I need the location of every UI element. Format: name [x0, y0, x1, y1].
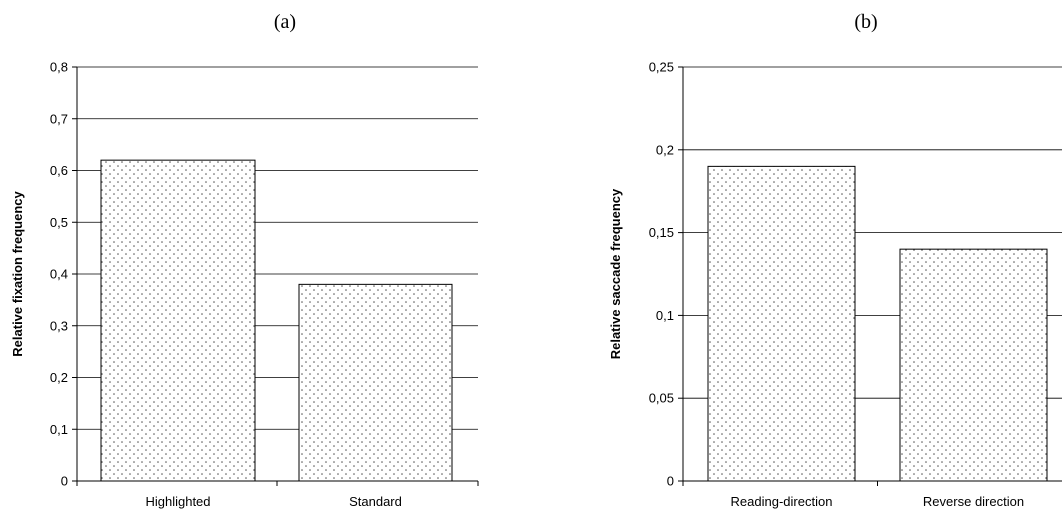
y-tick-label: 0,5 — [50, 215, 68, 230]
y-axis-label: Relative saccade frequency — [608, 188, 623, 359]
y-tick-label: 0,05 — [649, 391, 674, 406]
y-tick-label: 0,3 — [50, 318, 68, 333]
y-tick-label: 0,6 — [50, 163, 68, 178]
y-tick-label: 0,1 — [656, 308, 674, 323]
y-tick-label: 0,15 — [649, 225, 674, 240]
y-tick-label: 0,8 — [50, 60, 68, 75]
charts-container: (a) 0 0,1 0,2 0,3 0,4 0,5 0,6 0,7 0,8 Highlighted S… — [10, 11, 1062, 509]
y-tick-label: 0,7 — [50, 111, 68, 126]
panel-label: (a) — [274, 11, 296, 33]
y-tick-label: 0,25 — [649, 60, 674, 75]
chart-panel-b: (b) 0 0,05 0,1 0,15 0,2 0,25 Reading-direction R… — [608, 11, 1062, 509]
x-category-label: Standard — [349, 494, 402, 509]
bar-standard — [298, 283, 453, 482]
bar-reverse-direction — [899, 248, 1048, 482]
panel-label: (b) — [854, 11, 877, 33]
x-category-label: Reading-direction — [731, 494, 833, 509]
y-tick-label: 0 — [61, 474, 68, 489]
y-axis-label: Relative fixation frequency — [10, 191, 25, 357]
chart-panel-a: (a) 0 0,1 0,2 0,3 0,4 0,5 0,6 0,7 0,8 Highlighted S… — [10, 11, 479, 509]
y-tick-label: 0,1 — [50, 422, 68, 437]
x-category-label: Highlighted — [145, 494, 210, 509]
bar-highlighted — [100, 159, 256, 482]
y-tick-label: 0,2 — [50, 370, 68, 385]
y-tick-label: 0,2 — [656, 142, 674, 157]
bar-reading-direction — [707, 165, 856, 482]
y-tick-label: 0 — [667, 474, 674, 489]
y-tick-label: 0,4 — [50, 267, 68, 282]
x-category-label: Reverse direction — [923, 494, 1024, 509]
